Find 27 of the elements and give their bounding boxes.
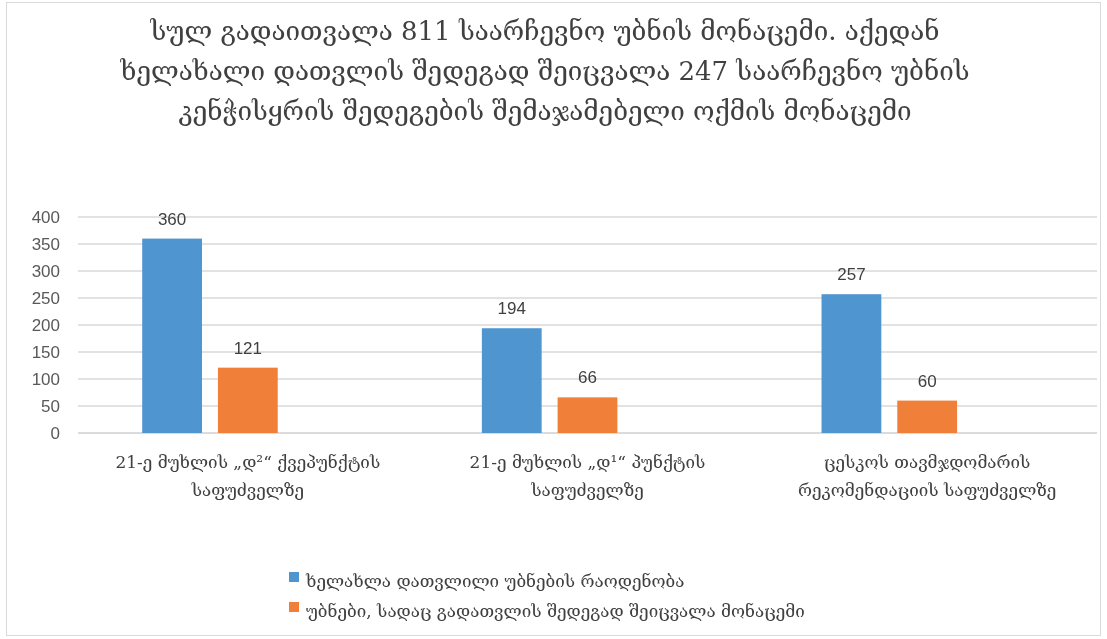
- y-tick-label: 400: [31, 207, 60, 227]
- y-tick-label: 350: [31, 234, 60, 254]
- bar: [897, 400, 958, 433]
- data-label: 257: [837, 265, 866, 285]
- bar: [142, 238, 202, 433]
- bar: [481, 328, 542, 433]
- data-label: 360: [157, 209, 187, 229]
- bar: [821, 294, 882, 433]
- data-label: 66: [578, 368, 597, 388]
- y-tick-label: 150: [31, 342, 60, 362]
- x-tick-label: 21-ე მუხლის „დ²“ ქვეპუნქტის საფუძველზე: [115, 452, 381, 500]
- chart-title: სულ გადაითვალა 811 საარჩევნო უბნის მონაცემი. აქედან ხელახალი დათვლის შედეგად შეიცვალა 247 საარჩევნო უბნის კენჭისყრის შედეგების შემაჯამებელი ოქმის მონაცემი: [119, 16, 970, 126]
- bar: [217, 367, 278, 433]
- bar: [557, 397, 618, 433]
- y-tick-label: 200: [31, 315, 60, 335]
- data-label: 194: [497, 299, 526, 319]
- x-tick-label: 21-ე მუხლის „დ¹“ პუნქტის საფუძველზე: [469, 452, 706, 500]
- data-label: 121: [233, 338, 263, 358]
- y-tick-label: 300: [31, 261, 60, 281]
- data-label: 60: [917, 371, 937, 391]
- x-tick-label: ცესკოს თავმჯდომარის რეკომენდაციის საფუძველზე: [798, 452, 1057, 500]
- legend-label: ხელახლა დათვლილი უბნების რაოდენობა: [305, 570, 685, 591]
- y-tick-label: 0: [50, 423, 60, 443]
- y-tick-label: 100: [31, 369, 60, 389]
- legend-label: უბნები, სადაც გადათვლის შედეგად შეიცვალა მონაცემი: [306, 600, 805, 621]
- y-tick-label: 250: [31, 288, 60, 308]
- y-tick-label: 50: [41, 396, 60, 416]
